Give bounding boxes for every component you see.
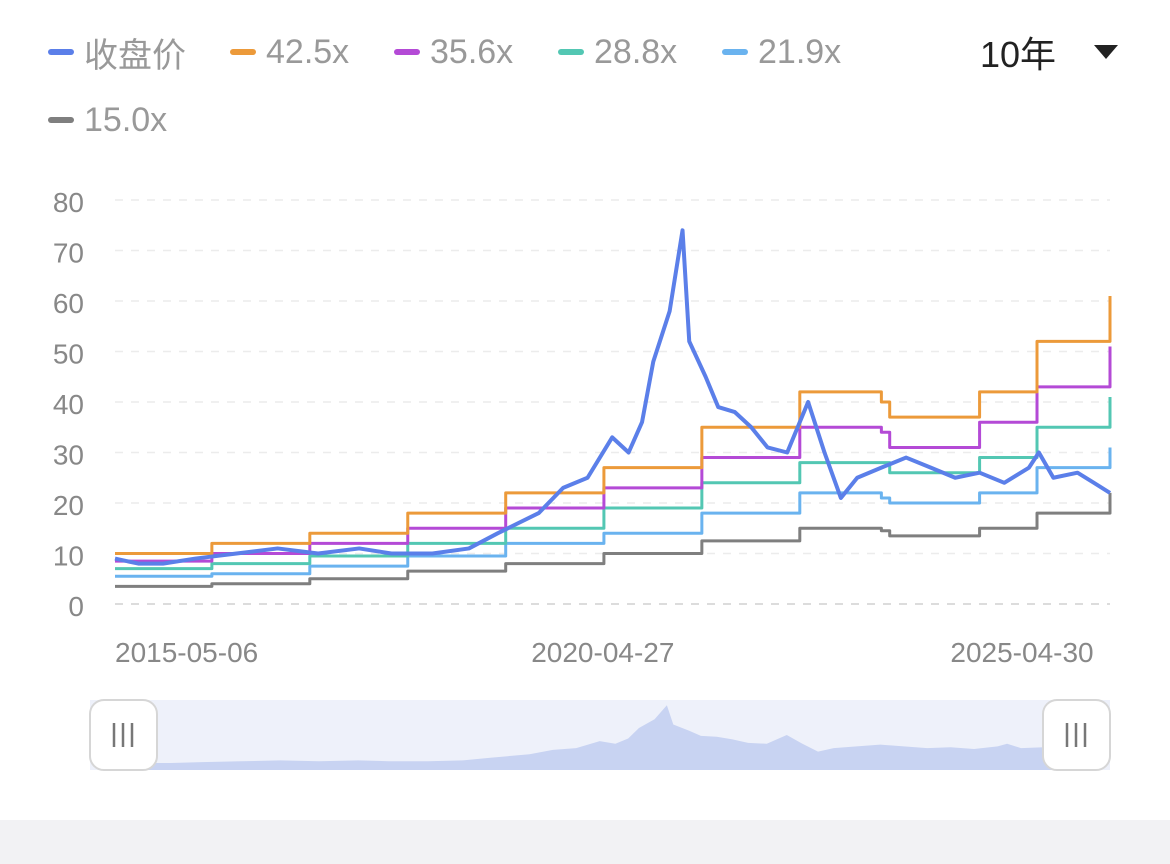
series-band-line — [115, 447, 1112, 578]
legend-swatch — [48, 49, 74, 55]
legend-item-21-9x[interactable]: 21.9x — [722, 28, 841, 76]
series-band-line — [115, 492, 1112, 588]
y-tick-label: 70 — [53, 238, 84, 269]
legend-label: 收盘价 — [84, 36, 186, 75]
legend-label: 15.0x — [84, 100, 168, 139]
y-tick-label: 80 — [53, 187, 84, 218]
legend-item-28-8x[interactable]: 28.8x — [558, 28, 677, 76]
legend-swatch — [230, 49, 256, 55]
series-close-price — [114, 228, 1112, 566]
footer-band — [0, 820, 1170, 864]
legend-label: 42.5x — [266, 32, 350, 71]
triangle-down-icon — [1094, 45, 1119, 59]
x-tick-label: 2015-05-06 — [115, 637, 258, 668]
range-handle-right[interactable] — [1042, 699, 1111, 771]
range-slider-area — [125, 705, 1075, 770]
legend-item-35-6x[interactable]: 35.6x — [394, 28, 513, 76]
legend-swatch — [394, 49, 420, 55]
series-band-line — [115, 295, 1112, 555]
legend-item-close-price[interactable]: 收盘价 — [48, 28, 186, 76]
series-band-line — [115, 346, 1112, 563]
legend-item-42-5x[interactable]: 42.5x — [230, 28, 349, 76]
period-selector[interactable]: 10年 — [980, 26, 1119, 78]
y-tick-label: 50 — [53, 339, 84, 370]
y-tick-label: 20 — [53, 490, 84, 521]
legend-swatch — [722, 49, 748, 55]
legend-label: 28.8x — [594, 32, 678, 71]
y-tick-label: 40 — [53, 389, 84, 420]
period-label: 10年 — [980, 34, 1057, 75]
y-tick-label: 0 — [68, 591, 84, 622]
series-band-line — [115, 396, 1112, 571]
legend-label: 21.9x — [758, 32, 842, 71]
y-tick-label: 30 — [53, 440, 84, 471]
legend-label: 35.6x — [430, 32, 514, 71]
range-handle-left[interactable] — [89, 699, 158, 771]
legend-item-15-0x[interactable]: 15.0x — [48, 96, 167, 144]
pe-band-chart: 0 10 20 30 40 50 60 70 80 2015-05-06 2020-04-27 202… — [53, 187, 1112, 771]
y-tick-label: 60 — [53, 288, 84, 319]
x-tick-label: 2025-04-30 — [950, 637, 1093, 668]
y-tick-label: 10 — [53, 541, 84, 572]
legend-swatch — [48, 117, 74, 123]
legend-swatch — [558, 49, 584, 55]
x-tick-label: 2020-04-27 — [531, 637, 674, 668]
